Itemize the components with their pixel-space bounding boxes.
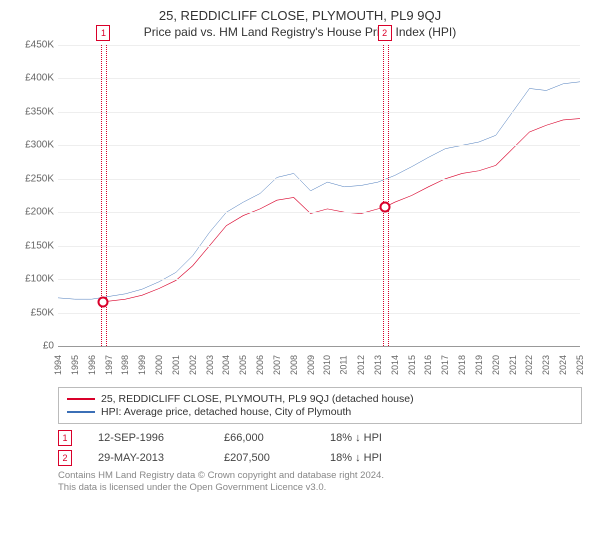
x-axis-label: 2011 [339,355,349,374]
gridline [58,346,580,347]
gridline [58,279,580,280]
transaction-marker-small: 1 [58,430,72,446]
chart-legend: 25, REDDICLIFF CLOSE, PLYMOUTH, PL9 9QJ … [58,387,582,424]
transaction-date: 29-MAY-2013 [98,452,198,464]
y-axis-label: £250K [12,173,54,184]
transaction-marker-small: 2 [58,450,72,466]
plot-area: £0£50K£100K£150K£200K£250K£300K£350K£400… [58,45,580,347]
x-axis-label: 1999 [137,355,147,375]
x-axis-label: 2024 [558,355,568,375]
transaction-row: 2 29-MAY-2013 £207,500 18% ↓ HPI [58,450,588,466]
x-axis-label: 2022 [524,355,534,375]
x-axis-label: 2005 [238,355,248,375]
footer-line-1: Contains HM Land Registry data © Crown c… [58,470,588,482]
x-axis-label: 2009 [306,355,316,375]
x-axis-label: 2018 [457,355,467,375]
gridline [58,145,580,146]
transaction-delta: 18% ↓ HPI [330,432,382,444]
y-axis-label: £150K [12,240,54,251]
x-axis-label: 2019 [474,355,484,375]
transaction-delta: 18% ↓ HPI [330,452,382,464]
y-axis-label: £0 [12,341,54,352]
x-axis-label: 2004 [221,355,231,375]
x-axis-label: 2017 [440,355,450,375]
legend-label: HPI: Average price, detached house, City… [101,406,351,418]
x-axis-label: 1998 [120,355,130,375]
transaction-row: 1 12-SEP-1996 £66,000 18% ↓ HPI [58,430,588,446]
x-axis-label: 2020 [491,355,501,375]
x-axis-label: 2025 [575,355,585,375]
x-axis-label: 2003 [205,355,215,375]
legend-swatch [67,411,95,413]
gridline [58,179,580,180]
transaction-marker: 2 [378,25,392,41]
legend-swatch [67,398,95,400]
y-axis-label: £50K [12,307,54,318]
gridline [58,212,580,213]
transaction-band [383,45,389,346]
x-axis-label: 2021 [508,355,518,375]
x-axis-label: 2008 [289,355,299,375]
y-axis-label: £100K [12,274,54,285]
x-axis-label: 2001 [171,355,181,375]
x-axis-label: 2010 [322,355,332,375]
gridline [58,45,580,46]
y-axis-label: £350K [12,106,54,117]
x-axis-label: 1997 [104,355,114,375]
transaction-price: £207,500 [224,452,304,464]
x-axis-label: 2007 [272,355,282,375]
transaction-price: £66,000 [224,432,304,444]
x-axis-label: 2002 [188,355,198,375]
gridline [58,246,580,247]
x-axis-label: 2015 [407,355,417,375]
y-axis-label: £300K [12,140,54,151]
transaction-date: 12-SEP-1996 [98,432,198,444]
x-axis-label: 1994 [53,355,63,375]
transactions-list: 1 12-SEP-1996 £66,000 18% ↓ HPI 2 29-MAY-2013… [12,430,588,466]
x-axis-label: 2016 [423,355,433,375]
x-axis-label: 2006 [255,355,265,375]
x-axis-label: 2014 [390,355,400,375]
x-axis-label: 2012 [356,355,366,375]
footer-attribution: Contains HM Land Registry data © Crown c… [58,470,588,495]
data-point [98,296,109,307]
legend-label: 25, REDDICLIFF CLOSE, PLYMOUTH, PL9 9QJ … [101,393,414,405]
data-point [379,202,390,213]
gridline [58,78,580,79]
legend-row: HPI: Average price, detached house, City… [67,406,573,418]
gridline [58,313,580,314]
chart-lines [58,45,580,346]
y-axis-label: £400K [12,73,54,84]
y-axis-label: £450K [12,40,54,51]
x-axis-label: 1995 [70,355,80,375]
x-axis-label: 2000 [154,355,164,375]
footer-line-2: This data is licensed under the Open Gov… [58,482,588,494]
price-chart: £0£50K£100K£150K£200K£250K£300K£350K£400… [58,45,580,377]
page-title: 25, REDDICLIFF CLOSE, PLYMOUTH, PL9 9QJ [12,8,588,23]
series-line [58,82,580,299]
x-axis-label: 2023 [541,355,551,375]
gridline [58,112,580,113]
legend-row: 25, REDDICLIFF CLOSE, PLYMOUTH, PL9 9QJ … [67,393,573,405]
y-axis-label: £200K [12,207,54,218]
x-axis-label: 2013 [373,355,383,375]
transaction-marker: 1 [96,25,110,41]
x-axis-label: 1996 [87,355,97,375]
